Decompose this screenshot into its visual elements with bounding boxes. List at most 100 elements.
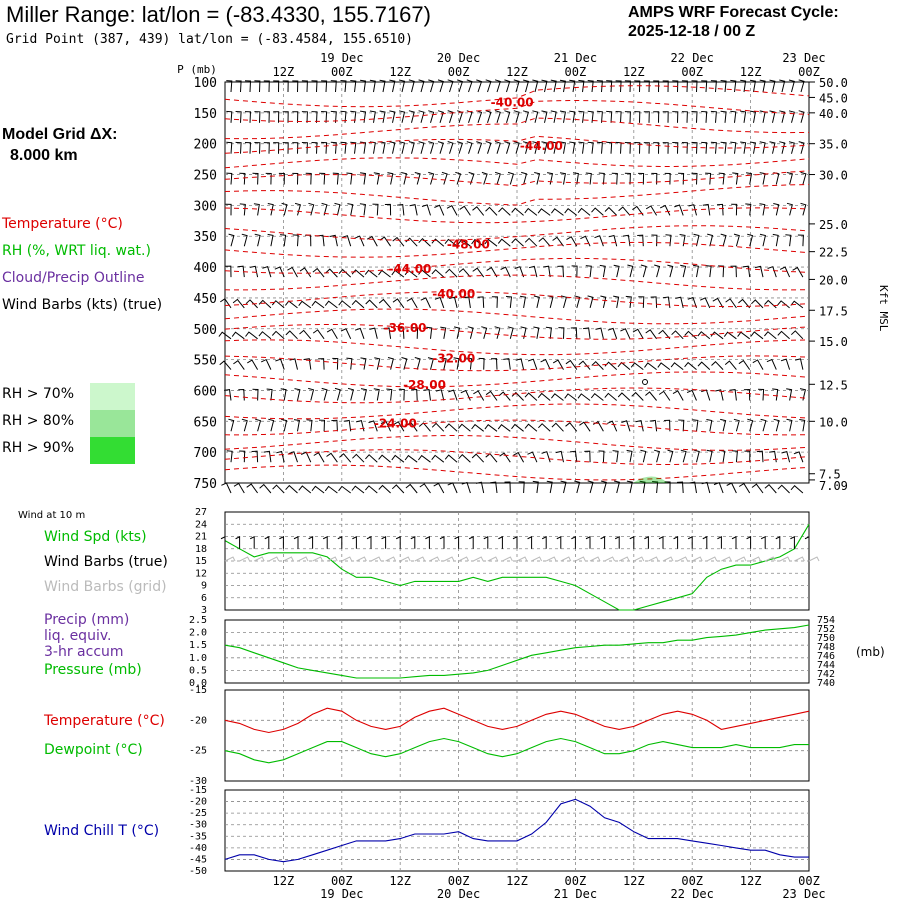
wind-barb	[574, 295, 581, 309]
wind-barb	[541, 141, 548, 154]
wind-barb	[716, 203, 724, 216]
wind-barb	[340, 110, 347, 123]
temperature-contour-label: -36.00	[384, 321, 427, 335]
temperature-contour-label: -44.00	[388, 262, 431, 276]
wind-barb	[532, 110, 539, 123]
windchill-ytick-label: -30	[189, 820, 207, 831]
wind-barb	[406, 297, 418, 309]
true-wind-barb	[498, 535, 503, 549]
height-tick-label: 7.5	[819, 468, 841, 482]
wind-barb	[504, 481, 511, 494]
wind-barb	[604, 392, 618, 401]
wind-barb	[779, 141, 786, 154]
wind-barb	[772, 233, 779, 247]
height-tick-label: 30.0	[819, 169, 848, 183]
wind-barb	[420, 297, 431, 309]
temperature-isotherm	[224, 291, 810, 308]
true-wind-barb	[673, 535, 679, 549]
wind-barb	[565, 359, 578, 370]
wind-barb	[578, 79, 585, 93]
temperature-contour-label: -40.00	[432, 287, 475, 301]
wind-barb	[537, 392, 551, 401]
true-wind-barb	[249, 535, 255, 549]
legend-wind-barbs-grid: Wind Barbs (grid)	[44, 579, 167, 595]
wind-barb	[233, 360, 245, 370]
wind-barb	[366, 235, 378, 247]
wind-barb	[447, 110, 454, 123]
wind-barb	[766, 358, 777, 370]
bottom-hour-label: 00Z	[331, 874, 353, 888]
top-date-label: 19 Dec	[320, 51, 363, 65]
legend-rh90: RH > 90%	[2, 440, 75, 456]
wind-barb	[397, 203, 405, 216]
wind-barb	[672, 390, 684, 401]
pressure-tick-label: 450	[194, 292, 217, 307]
wind-barb	[355, 419, 365, 432]
legend-rh70-swatch	[90, 383, 135, 410]
wind-barb	[494, 110, 501, 123]
wind-barb	[615, 111, 622, 123]
wind-barb	[434, 296, 445, 309]
true-wind-barb	[293, 535, 299, 549]
wind-barb	[580, 235, 591, 247]
wind-barb	[785, 234, 792, 247]
wind-barb	[547, 172, 554, 185]
wind-barb	[244, 111, 252, 123]
wind-barb	[662, 296, 671, 308]
wind-barb	[524, 392, 538, 401]
wind-barb	[654, 264, 661, 278]
wind-barb	[725, 298, 737, 309]
wind-barb	[604, 206, 618, 216]
wind-barb	[532, 79, 539, 93]
true-wind-barb	[337, 535, 343, 549]
wind-barb	[740, 141, 747, 154]
grid-wind-barb	[239, 556, 251, 562]
bottom-hour-label: 00Z	[565, 874, 587, 888]
wind-barb	[659, 204, 671, 216]
wind-barb	[287, 266, 298, 278]
wind-barb	[678, 172, 685, 185]
legend-rh90-swatch	[90, 437, 135, 464]
wind-barb	[397, 327, 405, 339]
pressure-axis-title: P (mb)	[177, 63, 217, 76]
station-marker	[642, 379, 648, 385]
wind-barb	[460, 389, 471, 401]
wind-barb	[409, 204, 418, 216]
wind-barb	[340, 328, 352, 340]
temperature-contour-label: -40.00	[491, 96, 534, 110]
wind-barb	[485, 79, 492, 93]
wind-barb	[583, 327, 591, 339]
wind-barb	[288, 451, 298, 463]
precip-ytick-label: 0.5	[189, 665, 207, 676]
wind-barb	[527, 358, 538, 370]
wind-barb	[760, 418, 767, 432]
top-hour-label: 00Z	[331, 65, 353, 79]
wind-barb	[365, 299, 378, 309]
wind-barb	[613, 264, 620, 278]
wind-barb	[448, 389, 458, 401]
wind-barb	[520, 326, 527, 339]
wind-barbs-profile	[218, 79, 807, 494]
wind-barb	[788, 141, 795, 154]
wind-barb	[338, 300, 352, 309]
true-wind-barb	[264, 535, 270, 549]
wind-barb	[754, 265, 764, 278]
wind-barb	[613, 480, 621, 494]
top-date-label: 20 Dec	[437, 51, 480, 65]
wind-barb	[331, 419, 338, 432]
wind-barb	[312, 329, 325, 340]
wind-barb	[706, 449, 713, 463]
wind-barb	[318, 419, 326, 432]
height-tick-label: 7.09	[819, 479, 848, 493]
wind-barb	[280, 234, 287, 247]
wind-barb	[678, 419, 685, 432]
wind-barb	[788, 110, 795, 123]
wind-barb	[338, 485, 351, 494]
wind-barb	[339, 453, 352, 463]
wind-barb	[664, 419, 671, 432]
wind-barb	[587, 110, 594, 123]
true-wind-barb	[512, 535, 518, 549]
bottom-hour-label: 12Z	[273, 874, 295, 888]
temperature-isotherm	[224, 387, 810, 404]
wind-barb	[373, 172, 380, 185]
